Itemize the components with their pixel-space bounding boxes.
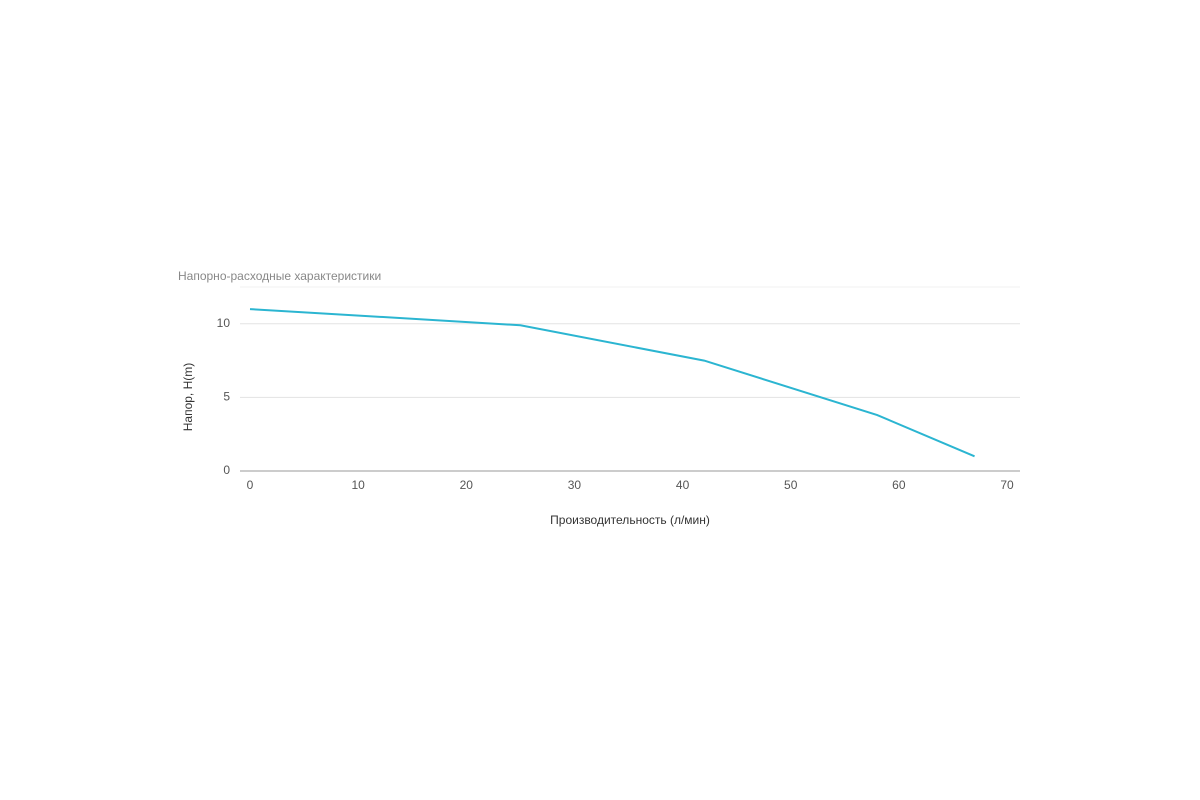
data-line <box>249 308 975 458</box>
x-tick-label: 10 <box>351 478 365 492</box>
y-axis-label: Напор, H(m) <box>181 363 195 432</box>
x-tick-label: 70 <box>1000 478 1014 492</box>
x-tick-label: 30 <box>568 478 582 492</box>
y-tick-label: 10 <box>217 316 231 330</box>
chart-title: Напорно-расходные характеристики <box>178 269 381 283</box>
y-tick-label: 5 <box>223 390 230 404</box>
x-tick-label: 60 <box>892 478 906 492</box>
y-tick-label: 0 <box>223 463 230 477</box>
x-tick-label: 40 <box>676 478 690 492</box>
x-tick-label: 0 <box>247 478 254 492</box>
x-axis-label: Производительность (л/мин) <box>550 513 710 527</box>
x-tick-label: 50 <box>784 478 798 492</box>
x-tick-label: 20 <box>460 478 474 492</box>
